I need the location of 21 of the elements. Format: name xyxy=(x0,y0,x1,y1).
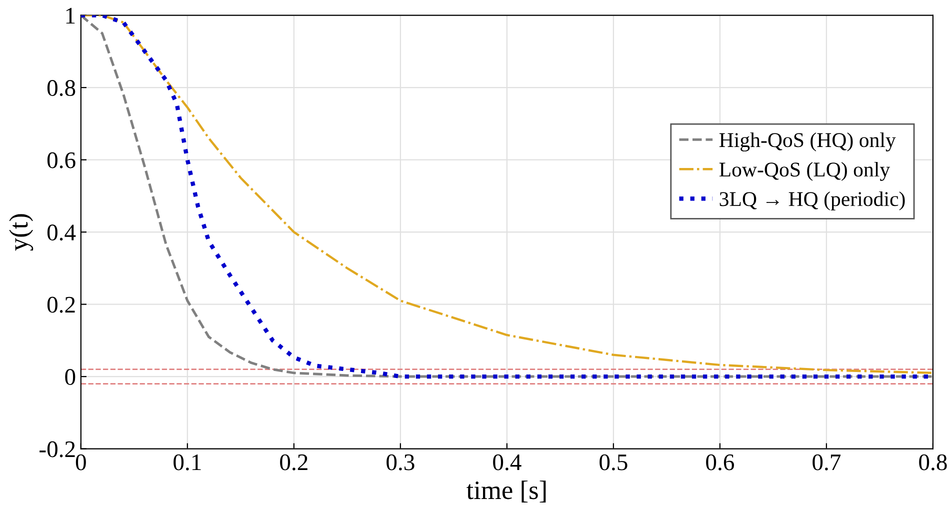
y-tick-label: 0.6 xyxy=(47,152,76,168)
y-axis-title: y(t) xyxy=(9,214,34,251)
y-tick-label: 0.8 xyxy=(47,80,76,96)
y-tick-label: -0.2 xyxy=(40,441,75,458)
legend-label: High-QoS (HQ) only xyxy=(719,132,896,152)
x-tick-label: 0.4 xyxy=(493,454,522,470)
x-axis-title: time [s] xyxy=(466,480,546,502)
y-tick-label: 0 xyxy=(65,369,76,385)
x-tick-label: 0.1 xyxy=(174,454,201,470)
legend-label: 3LQ → HQ (periodic) xyxy=(720,191,905,210)
x-tick-label: 0.5 xyxy=(600,454,628,470)
y-tick-label: 1 xyxy=(66,8,75,24)
y-tick-label: 0.4 xyxy=(47,224,76,241)
x-tick-label: 0 xyxy=(76,454,86,470)
x-tick-label: 0.2 xyxy=(280,454,308,470)
x-tick-label: 0.8 xyxy=(919,454,947,470)
x-tick-label: 0.7 xyxy=(812,454,841,470)
x-tick-label: 0.3 xyxy=(386,454,414,470)
x-tick-label: 0.6 xyxy=(706,454,734,470)
legend-label: Low-QoS (LQ) only xyxy=(719,162,890,181)
y-tick-label: 0.2 xyxy=(47,296,75,313)
